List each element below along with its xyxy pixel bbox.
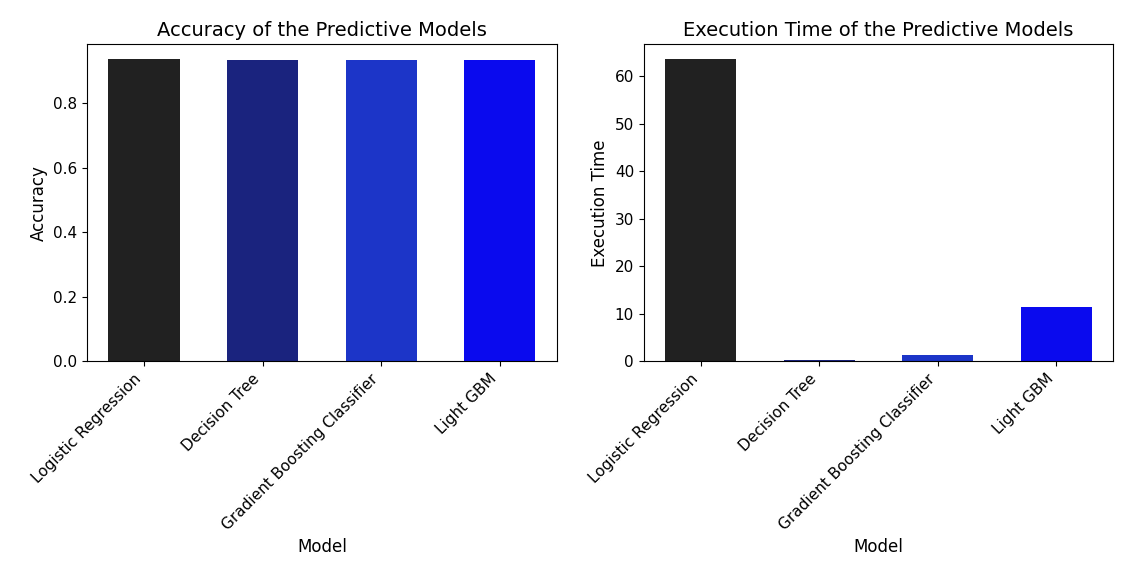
Bar: [1021, 307, 1092, 361]
Bar: [227, 60, 298, 361]
X-axis label: Model: Model: [297, 538, 347, 556]
Bar: [784, 360, 855, 361]
Bar: [464, 60, 535, 361]
Bar: [109, 59, 179, 361]
Title: Execution Time of the Predictive Models: Execution Time of the Predictive Models: [684, 21, 1074, 40]
Y-axis label: Accuracy: Accuracy: [29, 165, 48, 241]
Bar: [903, 355, 973, 361]
Title: Accuracy of the Predictive Models: Accuracy of the Predictive Models: [156, 21, 486, 40]
X-axis label: Model: Model: [854, 538, 904, 556]
Y-axis label: Execution Time: Execution Time: [591, 139, 609, 267]
Bar: [346, 59, 416, 361]
Bar: [665, 59, 736, 361]
